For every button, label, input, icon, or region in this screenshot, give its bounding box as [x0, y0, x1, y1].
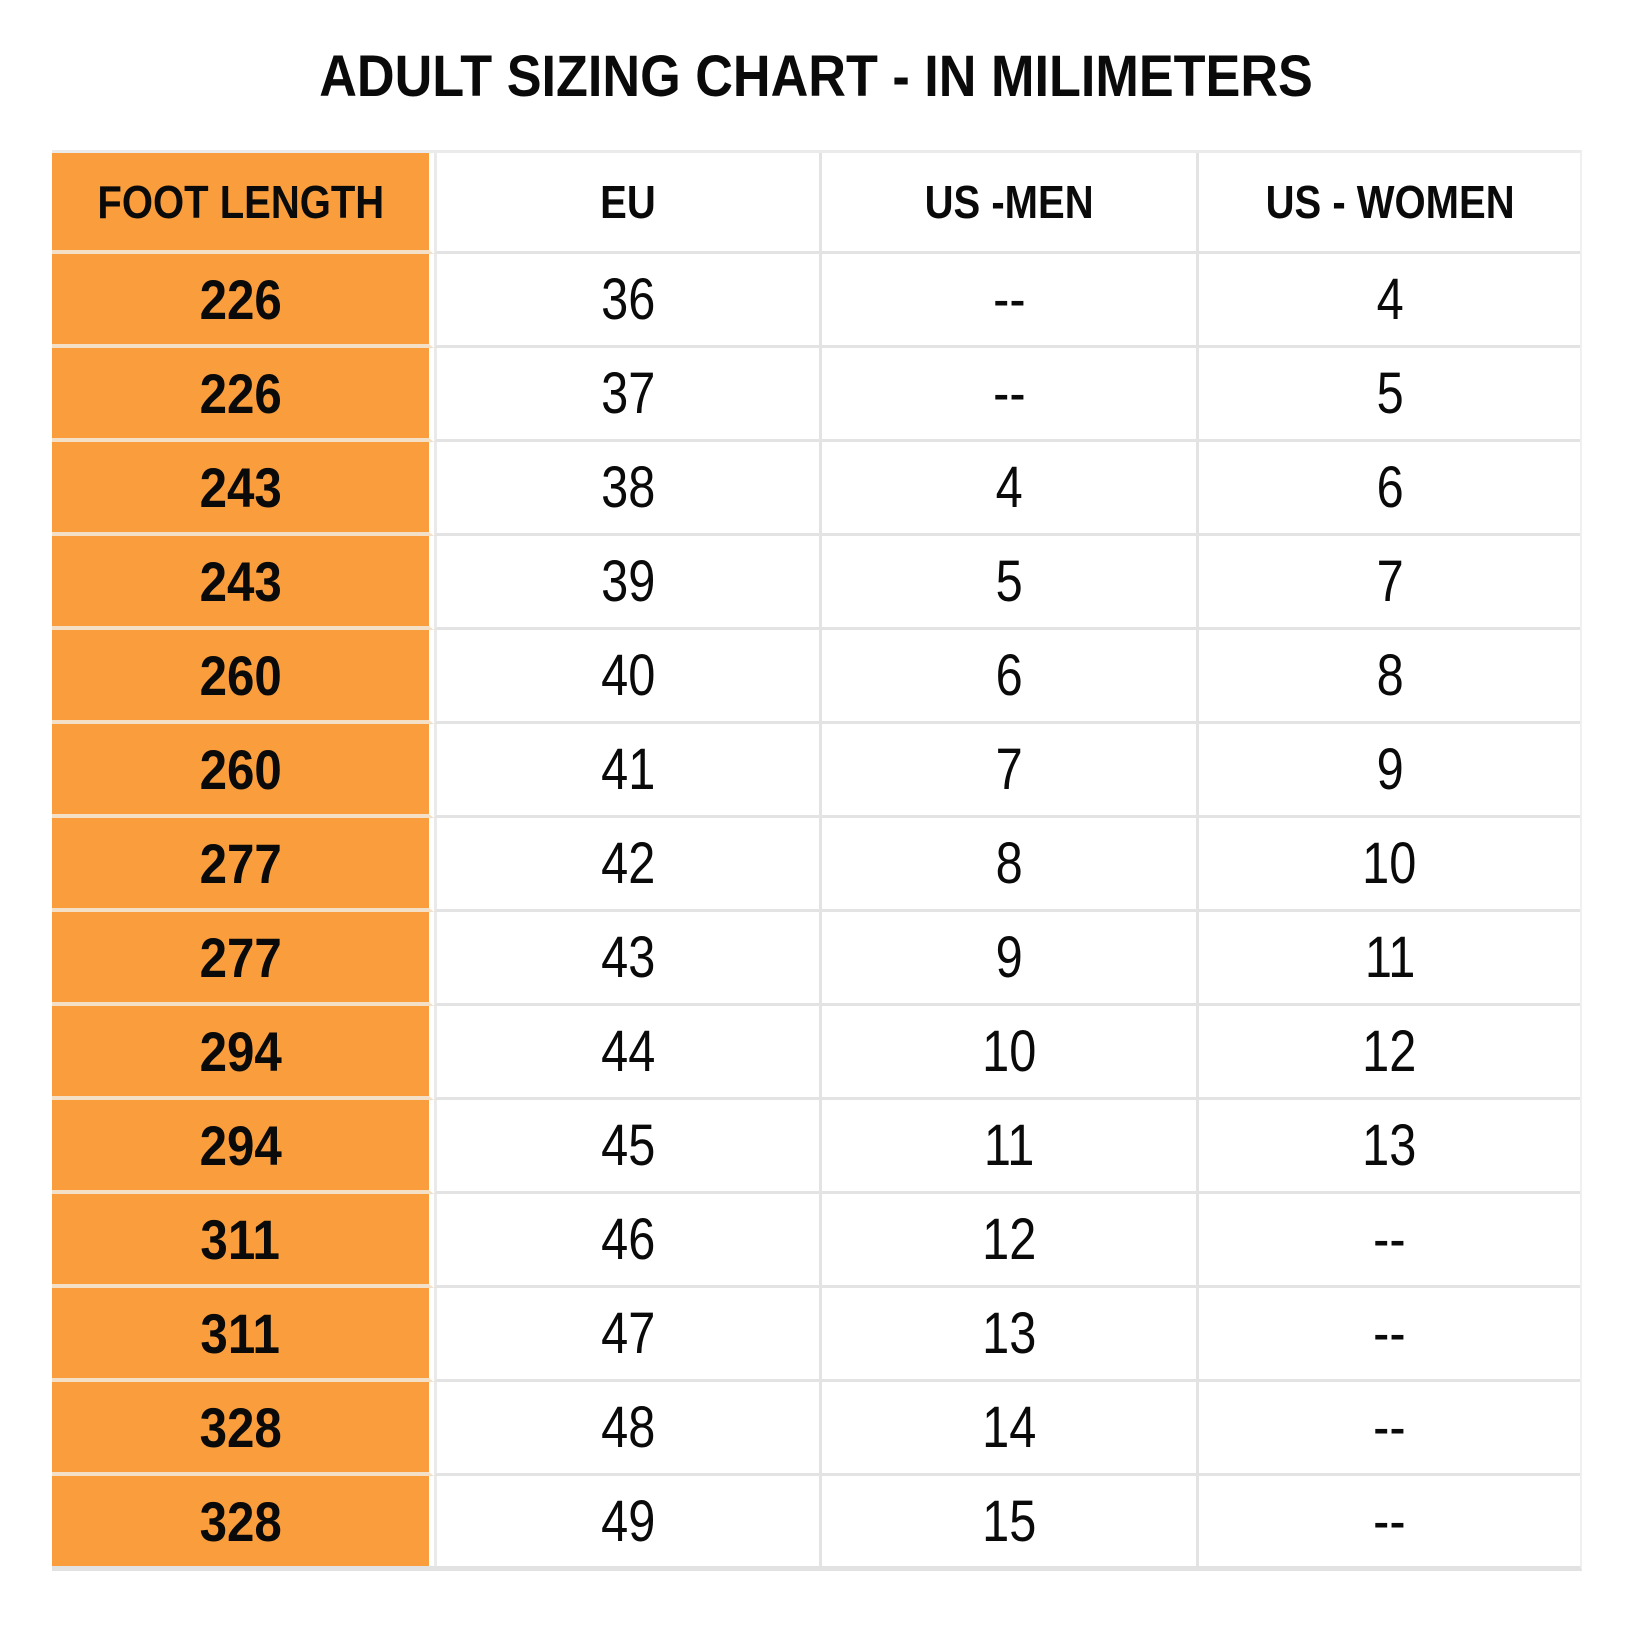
eu-cell: 37 [434, 348, 820, 442]
table-row: 328 48 14 -- [52, 1382, 1580, 1476]
foot-length-cell: 243 [52, 536, 434, 630]
us-men-cell: -- [819, 254, 1197, 348]
table-row: 243 38 4 6 [52, 442, 1580, 536]
us-men-cell: 8 [819, 818, 1197, 912]
us-men-cell: 13 [819, 1288, 1197, 1382]
eu-cell: 46 [434, 1194, 820, 1288]
table-row: 311 46 12 -- [52, 1194, 1580, 1288]
column-header-us-men: US -MEN [819, 153, 1197, 254]
eu-cell: 45 [434, 1100, 820, 1194]
us-men-cell: -- [819, 348, 1197, 442]
us-women-cell: 8 [1196, 630, 1580, 724]
eu-cell: 42 [434, 818, 820, 912]
foot-length-cell: 243 [52, 442, 434, 536]
us-men-cell: 14 [819, 1382, 1197, 1476]
foot-length-cell: 311 [52, 1194, 434, 1288]
table-row: 260 41 7 9 [52, 724, 1580, 818]
table-row: 226 36 -- 4 [52, 254, 1580, 348]
table-row: 243 39 5 7 [52, 536, 1580, 630]
eu-cell: 43 [434, 912, 820, 1006]
column-header-foot-length: FOOT LENGTH [52, 153, 434, 254]
us-women-cell: -- [1196, 1194, 1580, 1288]
eu-cell: 38 [434, 442, 820, 536]
page-title: ADULT SIZING CHART - IN MILIMETERS [0, 42, 1632, 112]
table-header-row: FOOT LENGTH EU US -MEN US - WOMEN [52, 153, 1580, 254]
foot-length-cell: 311 [52, 1288, 434, 1382]
eu-cell: 36 [434, 254, 820, 348]
table-row: 226 37 -- 5 [52, 348, 1580, 442]
table-row: 260 40 6 8 [52, 630, 1580, 724]
foot-length-cell: 294 [52, 1006, 434, 1100]
us-men-cell: 9 [819, 912, 1197, 1006]
us-men-cell: 5 [819, 536, 1197, 630]
table-row: 311 47 13 -- [52, 1288, 1580, 1382]
table-row: 294 45 11 13 [52, 1100, 1580, 1194]
us-women-cell: 12 [1196, 1006, 1580, 1100]
us-men-cell: 11 [819, 1100, 1197, 1194]
sizing-table-container: FOOT LENGTH EU US -MEN US - WOMEN 226 36… [52, 150, 1582, 1571]
us-men-cell: 15 [819, 1476, 1196, 1566]
page-title-text: ADULT SIZING CHART - IN MILIMETERS [319, 44, 1313, 109]
column-header-eu: EU [434, 153, 820, 254]
foot-length-cell: 294 [52, 1100, 434, 1194]
us-men-cell: 10 [819, 1006, 1197, 1100]
eu-cell: 44 [434, 1006, 820, 1100]
foot-length-cell: 277 [52, 912, 434, 1006]
eu-cell: 40 [434, 630, 820, 724]
foot-length-cell: 277 [52, 818, 434, 912]
foot-length-cell: 260 [52, 724, 434, 818]
foot-length-cell: 260 [52, 630, 434, 724]
foot-length-cell: 328 [52, 1382, 434, 1476]
us-men-cell: 12 [819, 1194, 1197, 1288]
us-women-cell: -- [1196, 1382, 1580, 1476]
sizing-table: FOOT LENGTH EU US -MEN US - WOMEN 226 36… [52, 153, 1580, 1566]
foot-length-cell: 226 [52, 254, 434, 348]
eu-cell: 48 [434, 1382, 820, 1476]
table-row: 294 44 10 12 [52, 1006, 1580, 1100]
foot-length-cell: 226 [52, 348, 434, 442]
us-women-cell: 6 [1196, 442, 1580, 536]
us-women-cell: 11 [1196, 912, 1580, 1006]
eu-cell: 49 [434, 1476, 819, 1566]
us-women-cell: 7 [1196, 536, 1580, 630]
eu-cell: 47 [434, 1288, 820, 1382]
us-women-cell: -- [1196, 1476, 1580, 1566]
us-women-cell: 13 [1196, 1100, 1580, 1194]
column-header-us-women: US - WOMEN [1196, 153, 1580, 254]
eu-cell: 39 [434, 536, 820, 630]
us-women-cell: 5 [1196, 348, 1580, 442]
eu-cell: 41 [434, 724, 820, 818]
table-row: 277 43 9 11 [52, 912, 1580, 1006]
table-row: 328 49 15 -- [52, 1476, 1580, 1566]
table-row: 277 42 8 10 [52, 818, 1580, 912]
us-men-cell: 4 [819, 442, 1197, 536]
us-women-cell: 9 [1196, 724, 1580, 818]
us-women-cell: -- [1196, 1288, 1580, 1382]
foot-length-cell: 328 [52, 1476, 434, 1566]
us-women-cell: 10 [1196, 818, 1580, 912]
us-women-cell: 4 [1196, 254, 1580, 348]
us-men-cell: 6 [819, 630, 1197, 724]
us-men-cell: 7 [819, 724, 1197, 818]
